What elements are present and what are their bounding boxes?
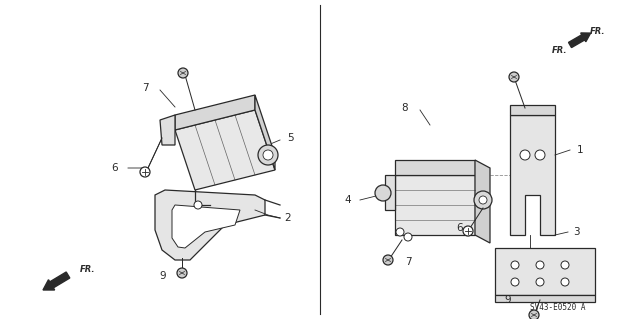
Circle shape xyxy=(140,167,150,177)
Polygon shape xyxy=(510,115,555,235)
Text: 3: 3 xyxy=(573,227,579,237)
Text: 5: 5 xyxy=(287,133,293,143)
Text: 7: 7 xyxy=(141,83,148,93)
Polygon shape xyxy=(495,248,595,295)
Circle shape xyxy=(375,185,391,201)
Text: FR.: FR. xyxy=(590,27,605,36)
Text: FR.: FR. xyxy=(80,265,95,275)
Polygon shape xyxy=(395,175,475,235)
Circle shape xyxy=(561,261,569,269)
Text: 7: 7 xyxy=(404,257,412,267)
Text: 9: 9 xyxy=(505,295,511,305)
Circle shape xyxy=(535,150,545,160)
Text: 9: 9 xyxy=(160,271,166,281)
Text: FR.: FR. xyxy=(552,47,568,56)
Circle shape xyxy=(509,72,519,82)
Circle shape xyxy=(529,310,539,319)
Circle shape xyxy=(474,191,492,209)
Polygon shape xyxy=(395,160,475,175)
Circle shape xyxy=(536,278,544,286)
Circle shape xyxy=(177,268,187,278)
Polygon shape xyxy=(495,295,595,302)
FancyArrow shape xyxy=(43,272,70,290)
Polygon shape xyxy=(255,95,275,170)
Circle shape xyxy=(511,278,519,286)
Text: 6: 6 xyxy=(457,223,463,233)
Text: 6: 6 xyxy=(112,163,118,173)
Text: 8: 8 xyxy=(402,103,408,113)
Polygon shape xyxy=(385,175,395,210)
Circle shape xyxy=(479,196,487,204)
Circle shape xyxy=(561,278,569,286)
Text: 2: 2 xyxy=(285,213,291,223)
Circle shape xyxy=(396,228,404,236)
Circle shape xyxy=(263,150,273,160)
Polygon shape xyxy=(475,160,490,243)
FancyArrow shape xyxy=(568,33,591,48)
Circle shape xyxy=(194,201,202,209)
Circle shape xyxy=(258,145,278,165)
Text: 4: 4 xyxy=(345,195,351,205)
Polygon shape xyxy=(510,105,555,115)
Polygon shape xyxy=(175,110,275,190)
Circle shape xyxy=(383,255,393,265)
Text: SV43-E0520 A: SV43-E0520 A xyxy=(529,303,585,313)
Circle shape xyxy=(404,233,412,241)
Circle shape xyxy=(178,68,188,78)
Text: 1: 1 xyxy=(577,145,583,155)
Circle shape xyxy=(536,261,544,269)
Circle shape xyxy=(520,150,530,160)
Polygon shape xyxy=(172,205,240,248)
Polygon shape xyxy=(155,190,265,260)
Circle shape xyxy=(511,261,519,269)
Circle shape xyxy=(463,226,473,236)
Polygon shape xyxy=(175,95,255,130)
Polygon shape xyxy=(160,115,175,145)
